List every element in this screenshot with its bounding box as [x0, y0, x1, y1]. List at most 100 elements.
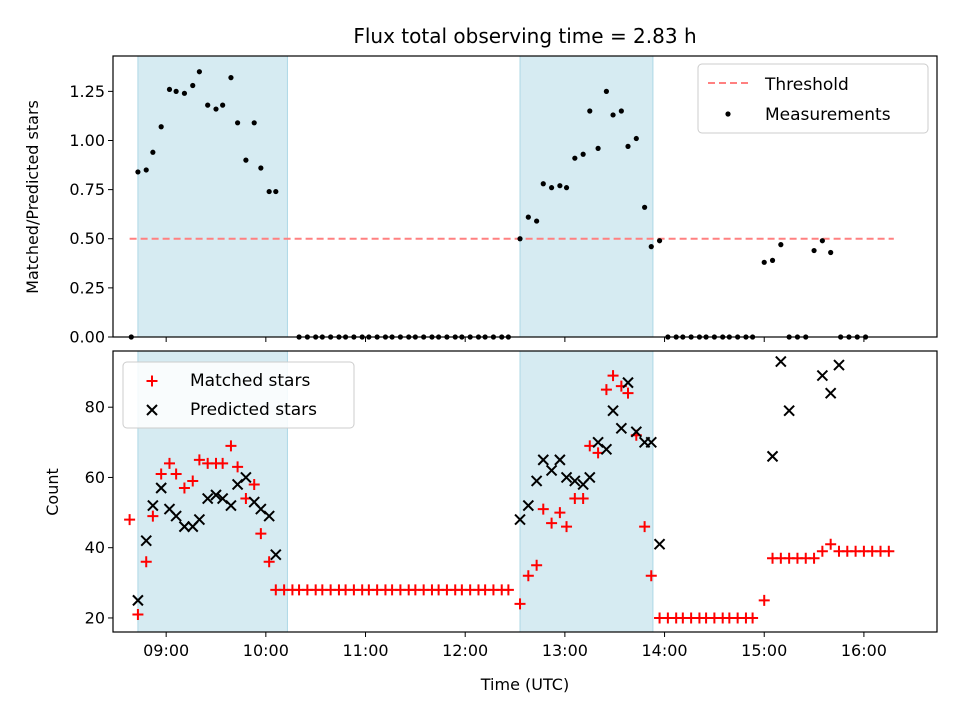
- predicted-star-point: [630, 426, 643, 438]
- y-tick-label: 1.25: [69, 82, 105, 101]
- measurement-point: [563, 185, 570, 191]
- matched-star-point: [522, 570, 534, 582]
- measurement-point: [534, 218, 540, 224]
- predicted-star-point: [545, 464, 558, 477]
- matched-star-point: [808, 552, 820, 564]
- plot-frame: [112, 55, 938, 338]
- measurement-point: [266, 188, 272, 195]
- predicted-star-point: [140, 534, 152, 547]
- matched-star-point: [502, 584, 514, 596]
- matched-star-point: [622, 387, 634, 399]
- measurement-point: [778, 242, 784, 248]
- legend-threshold-label: Threshold: [764, 75, 849, 95]
- measurement-point: [580, 151, 586, 157]
- predicted-star-point: [833, 359, 845, 371]
- legend: Threshold Measurements: [697, 63, 929, 134]
- x-tick-label: 12:00: [442, 641, 488, 660]
- measurement-point: [610, 112, 616, 118]
- measurement-point: [273, 188, 279, 195]
- x-axis-label: Time (UTC): [480, 675, 569, 694]
- legend-measurement-label: Measurements: [765, 105, 891, 125]
- measurement-point: [173, 88, 179, 94]
- predicted-star-point: [155, 482, 167, 494]
- matched-star-point: [225, 440, 237, 452]
- x-tick-label: 15:00: [741, 641, 787, 660]
- measurement-point: [587, 108, 593, 114]
- matched-star-point: [514, 598, 526, 610]
- predicted-star-point: [569, 475, 581, 487]
- measurement-point: [243, 157, 249, 163]
- measurement-point: [548, 185, 555, 191]
- measurement-point: [572, 155, 578, 161]
- measurement-point: [181, 90, 188, 96]
- measurement-point: [135, 169, 141, 175]
- measurement-point: [769, 257, 776, 263]
- predicted-star-point: [270, 549, 282, 561]
- matched-star-point: [155, 468, 167, 480]
- predicted-star-point: [783, 405, 795, 417]
- predicted-star-point: [240, 471, 252, 484]
- matched-star-point: [600, 384, 612, 396]
- measurement-point: [648, 244, 654, 250]
- matched-star-point: [554, 507, 566, 519]
- matched-star-point: [825, 538, 837, 550]
- predicted-star-point: [263, 510, 275, 522]
- predicted-star-point: [554, 454, 566, 466]
- x-tick-label: 14:00: [641, 641, 687, 660]
- predicted-star-point: [146, 404, 158, 416]
- predicted-star-point: [645, 436, 657, 449]
- measurement-point: [540, 181, 546, 187]
- predicted-star-point: [178, 520, 191, 533]
- x-tick-label: 10:00: [243, 641, 289, 660]
- measurement-point: [228, 75, 234, 81]
- legend-box: [697, 63, 929, 134]
- predicted-star-point: [530, 475, 543, 487]
- matched-star-point: [747, 612, 759, 624]
- matched-star-point: [193, 454, 205, 466]
- matched-star-point: [255, 528, 267, 540]
- predicted-star-point: [600, 443, 613, 456]
- x-tick-label: 16:00: [841, 641, 887, 660]
- predicted-star-point: [132, 594, 144, 607]
- predicted-star-point: [193, 513, 206, 526]
- predicted-star-point: [147, 499, 159, 512]
- matched-star-point: [816, 545, 828, 557]
- predicted-star-point: [824, 387, 837, 399]
- matched-star-point: [758, 594, 770, 606]
- predicted-star-point: [816, 369, 829, 382]
- plot-frame: [112, 350, 938, 633]
- matched-star-point: [124, 514, 136, 526]
- matched-star-point: [561, 521, 573, 533]
- predicted-star-point: [170, 510, 182, 522]
- observing-interval: [137, 55, 288, 338]
- bottom-y-axis-label: Count: [43, 468, 62, 516]
- matched-star-point: [883, 545, 895, 557]
- x-tick-label: 11:00: [342, 641, 388, 660]
- matched-star-point: [645, 570, 657, 582]
- y-tick-label: 0.50: [69, 229, 105, 248]
- predicted-star-point: [775, 355, 787, 368]
- matched-star-point: [248, 478, 260, 490]
- predicted-star-point: [201, 492, 214, 505]
- measurement-point: [642, 204, 648, 210]
- measurement-point: [517, 236, 523, 242]
- measurement-point: [595, 145, 601, 151]
- y-tick-label: 20: [85, 608, 105, 627]
- matched-star-point: [147, 510, 159, 522]
- legend-predicted-label: Predicted stars: [190, 400, 317, 420]
- measurement-point: [819, 238, 825, 244]
- observing-interval: [519, 55, 654, 338]
- matched-star-point: [232, 461, 244, 473]
- matched-star-point: [263, 556, 275, 568]
- measurement-point: [220, 102, 226, 108]
- measurement-point: [190, 82, 196, 89]
- matched-star-point: [531, 559, 543, 571]
- measurement-point: [761, 259, 767, 265]
- predicted-star-point: [210, 489, 222, 501]
- measurement-point: [213, 106, 219, 112]
- y-tick-label: 40: [85, 538, 105, 557]
- y-tick-label: 0.25: [69, 278, 105, 297]
- y-tick-label: 0.75: [69, 180, 105, 199]
- measurement-point: [625, 143, 631, 149]
- measurement-point: [258, 165, 264, 171]
